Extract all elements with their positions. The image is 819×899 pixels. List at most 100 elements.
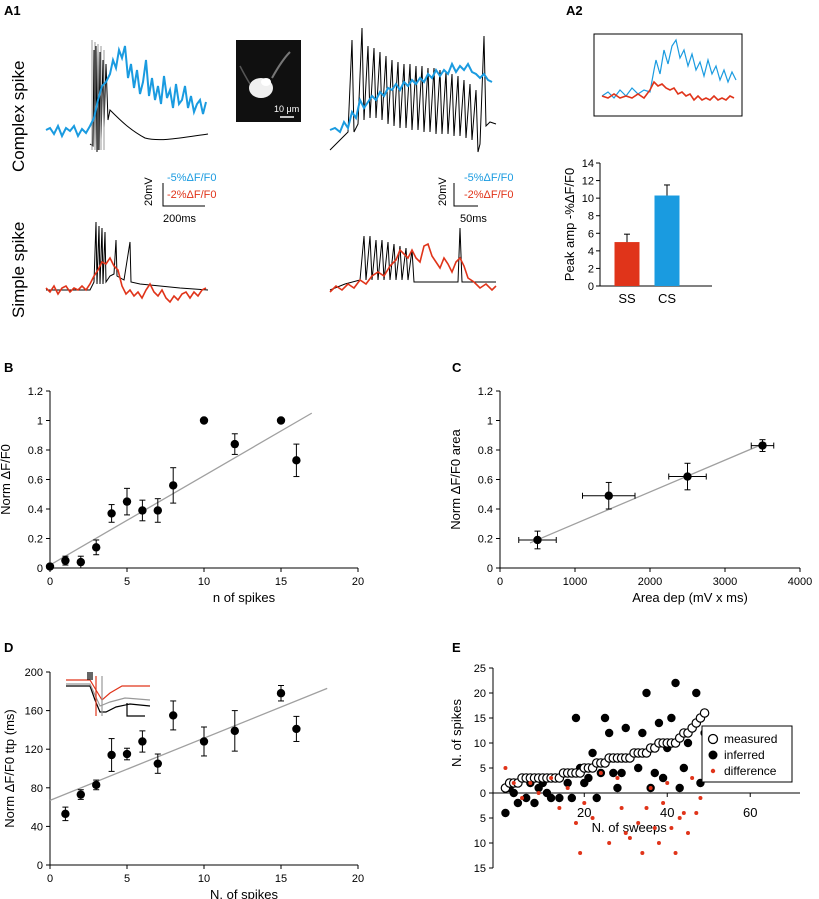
row-label-complex: Complex spike (9, 61, 28, 173)
e-measured-point (699, 708, 710, 718)
e-inferred-point (600, 713, 610, 723)
simple-spike-trace-right (329, 227, 497, 293)
e-legend-measured-marker (707, 733, 719, 745)
cell-image: 10 μm (236, 40, 301, 122)
a2-y-tick-label: 2 (588, 263, 594, 275)
d-data-point (230, 726, 239, 736)
e-y-tick-label: 5 (480, 813, 486, 825)
d-x-tick-label: 0 (47, 873, 53, 885)
e-inferred-point (642, 688, 651, 698)
e-inferred-point (563, 778, 572, 788)
a2-category-label: CS (658, 291, 676, 306)
panel-label-a1: A1 (4, 3, 21, 18)
e-inferred-point (692, 688, 701, 698)
e-difference-point (640, 851, 645, 855)
b-y-tick-label: 0.4 (28, 504, 43, 516)
e-difference-point (669, 826, 674, 830)
a2-y-tick-label: 8 (588, 211, 594, 223)
d-x-tick-label: 15 (275, 873, 287, 885)
a2-y-tick-label: 6 (588, 228, 594, 240)
b-fit-line (49, 412, 313, 566)
e-inferred-point (650, 768, 659, 778)
e-inferred-point (513, 798, 523, 808)
scale-left-red: -2%ΔF/F0 (167, 189, 217, 201)
e-inferred-point (571, 713, 581, 723)
e-inferred-point (671, 678, 680, 688)
b-data-point (138, 506, 147, 515)
b-x-tick-label: 0 (47, 576, 53, 588)
b-data-point (92, 543, 101, 552)
c-x-tick-label: 4000 (788, 576, 812, 588)
e-difference-point (648, 786, 653, 790)
e-difference-point (565, 786, 570, 790)
d-y-tick-label: 200 (25, 667, 43, 679)
e-inferred-point (546, 793, 556, 803)
e-inferred-point (584, 773, 593, 783)
e-inferred-point (567, 793, 577, 803)
a2-category-label: SS (618, 291, 636, 306)
e-difference-point (615, 776, 620, 780)
e-y-tick-label: 15 (474, 713, 486, 725)
e-x-axis-label: N. of sweeps (592, 820, 668, 835)
c-data-point (758, 441, 767, 450)
row-label-simple: Simple spike (9, 222, 28, 318)
d-fit-line (49, 687, 328, 801)
a2-y-tick-label: 4 (588, 246, 594, 258)
panel-label-c: C (452, 360, 462, 375)
e-inferred-point (509, 788, 518, 798)
b-y-tick-label: 0 (37, 563, 43, 575)
e-difference-point (677, 816, 682, 820)
b-data-point (276, 416, 286, 425)
c-x-tick-label: 2000 (638, 576, 662, 588)
e-inferred-point (683, 738, 693, 748)
e-y-tick-label: 15 (474, 863, 486, 875)
e-inferred-point (613, 783, 622, 793)
e-difference-point (627, 836, 632, 840)
b-y-tick-label: 1 (37, 416, 43, 428)
e-difference-point (582, 801, 587, 805)
panel-label-a2: A2 (566, 3, 583, 18)
d-inset-grey (66, 683, 151, 707)
panel-label-d: D (4, 640, 13, 655)
e-difference-point (549, 776, 554, 780)
image-scale-label: 10 μm (274, 104, 299, 114)
e-y-tick-label: 25 (474, 663, 486, 675)
simple-spike-trace-left (45, 221, 209, 304)
d-data-point (61, 809, 70, 819)
e-difference-point (578, 851, 583, 855)
b-y-axis-label: Norm ΔF/F0 (0, 444, 13, 515)
d-inset-traces (66, 672, 151, 717)
b-data-point (122, 497, 132, 506)
c-x-axis-label: Area dep (mV x ms) (632, 590, 748, 605)
e-inferred-point (592, 793, 601, 803)
e-difference-point (590, 816, 595, 820)
e-difference-point (536, 791, 541, 795)
e-difference-point (681, 811, 686, 815)
c-y-tick-label: 0.6 (478, 475, 493, 487)
d-y-tick-label: 120 (25, 744, 43, 756)
e-difference-point (665, 781, 670, 785)
scale-right-time: 50ms (460, 213, 487, 225)
a2-y-axis-label: Peak amp -%ΔF/F0 (562, 168, 577, 281)
e-inferred-point (634, 763, 643, 773)
scale-bar-right: 20mV 50ms -5%ΔF/F0 -2%ΔF/F0 (437, 172, 514, 225)
scale-bar-left: 20mV 200ms -5%ΔF/F0 -2%ΔF/F0 (143, 172, 217, 225)
c-y-tick-label: 1 (487, 416, 493, 428)
e-difference-point (528, 781, 533, 785)
e-x-tick-label: 40 (660, 805, 674, 820)
e-difference-point (503, 766, 508, 770)
a2-y-tick-label: 14 (582, 158, 594, 170)
e-difference-point (673, 851, 678, 855)
b-data-point (230, 439, 239, 449)
b-data-point (153, 506, 162, 515)
e-difference-point (652, 826, 657, 830)
scale-right-mv: 20mV (437, 177, 449, 206)
e-inferred-point (638, 728, 647, 738)
e-inferred-point (609, 768, 618, 778)
e-difference-point (598, 771, 603, 775)
complex-spike-trace-right (329, 27, 497, 153)
d-data-point (292, 724, 301, 734)
b-data-point (107, 509, 116, 518)
e-difference-point (685, 831, 690, 835)
d-data-point (107, 750, 116, 760)
